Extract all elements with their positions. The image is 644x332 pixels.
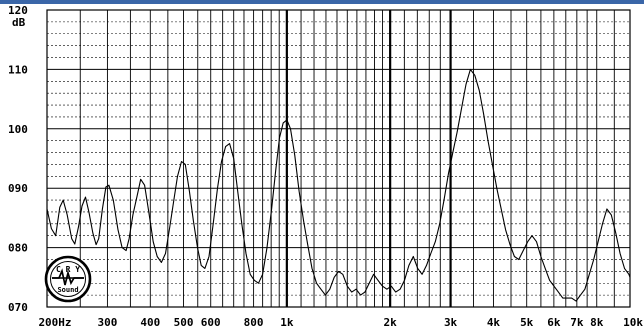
cry-sound-logo: C R Y Sound [44, 255, 92, 303]
x-tick-label: 10k [623, 316, 643, 329]
plot-frame [46, 9, 631, 308]
x-tick-label: 7k [570, 316, 584, 329]
x-tick-label: 800 [244, 316, 264, 329]
x-tick-label: 300 [97, 316, 117, 329]
top-accent-bar [0, 0, 644, 4]
logo-bottom-text: Sound [57, 286, 78, 294]
y-axis-label: dB [12, 16, 26, 29]
y-tick-label: 120 [8, 4, 28, 17]
y-tick-label: 070 [8, 301, 28, 314]
y-tick-label: 090 [8, 182, 28, 195]
y-tick-label: 110 [8, 63, 28, 76]
x-tick-label: 600 [201, 316, 221, 329]
x-tick-label: 3k [444, 316, 458, 329]
y-tick-label: 080 [8, 242, 28, 255]
y-tick-label: 100 [8, 123, 28, 136]
x-tick-label: 5k [520, 316, 534, 329]
x-tick-label: 2k [384, 316, 398, 329]
x-tick-label: 500 [174, 316, 194, 329]
x-tick-label: 400 [140, 316, 160, 329]
x-tick-label: 1k [280, 316, 294, 329]
series-layer [46, 68, 631, 302]
y-axis-ticks: 120 110 100 090 080 070 [8, 4, 28, 314]
response-curve [46, 68, 631, 302]
x-tick-label: 200Hz [38, 316, 71, 329]
x-tick-label: 8k [590, 316, 604, 329]
logo-top-text: C R Y [56, 265, 80, 274]
x-axis-ticks: 200Hz 300 400 500 600 800 1k 2k 3k 4k 5k 6k 7k 8k 10k [38, 316, 643, 329]
x-tick-label: 4k [487, 316, 501, 329]
x-tick-label: 6k [547, 316, 561, 329]
